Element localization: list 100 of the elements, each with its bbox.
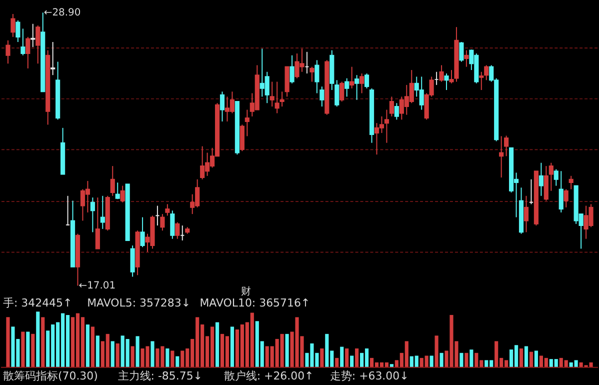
candlestick <box>26 36 30 69</box>
bar <box>230 326 234 368</box>
bar <box>176 356 180 368</box>
candlestick <box>439 64 444 82</box>
candlestick <box>165 204 170 216</box>
text: MAVOL5: 357283↓ <box>87 296 191 310</box>
candlestick <box>464 50 469 68</box>
candlestick <box>50 42 56 76</box>
candlestick <box>568 175 574 190</box>
candlestick <box>290 54 294 84</box>
text: 散户线: +26.00↑ <box>224 369 314 382</box>
candlestick <box>120 185 125 203</box>
candlestick <box>160 214 165 232</box>
bar <box>90 326 94 368</box>
candlestick <box>100 195 105 230</box>
annotation: ←17.01 <box>78 280 116 292</box>
candlestick <box>544 166 548 202</box>
candlestick <box>115 182 120 200</box>
bar <box>26 332 30 368</box>
candlestick <box>444 72 449 90</box>
bar <box>430 356 434 368</box>
candlestick <box>310 66 314 82</box>
candlestick <box>320 86 324 108</box>
candlestick <box>340 81 344 102</box>
candlestick <box>314 60 320 94</box>
bar <box>130 346 134 368</box>
candlestick <box>170 210 175 240</box>
candlestick <box>389 96 394 117</box>
candlestick <box>548 162 554 192</box>
bar <box>96 336 100 368</box>
bar <box>31 334 35 368</box>
bar <box>150 341 154 368</box>
bar <box>519 348 524 368</box>
text: 手: 342445↑ <box>2 296 72 310</box>
candlestick <box>95 196 100 250</box>
bar <box>529 352 534 368</box>
bar <box>116 343 120 368</box>
candlestick <box>140 216 145 248</box>
text: 主力线: -85.75↓ <box>118 369 202 382</box>
candlestick <box>10 13 16 38</box>
bar <box>470 350 474 368</box>
candlestick <box>175 222 180 240</box>
text: 散筹码指标(70.30) <box>2 369 98 382</box>
text: 财 <box>240 286 251 298</box>
candlestick <box>364 72 370 89</box>
candlestick <box>220 91 225 122</box>
bar <box>41 317 45 368</box>
annotation: ←28.90 <box>44 8 81 19</box>
candlestick <box>334 80 340 108</box>
candlestick <box>484 64 489 81</box>
candlestick <box>130 244 135 278</box>
bar <box>86 324 90 368</box>
bar <box>534 350 538 368</box>
candlestick <box>244 109 250 137</box>
candlestick <box>16 20 20 42</box>
bar <box>6 317 10 368</box>
candlestick <box>554 168 558 186</box>
bar <box>215 322 220 368</box>
candlestick <box>394 102 399 120</box>
text: 走势: +63.00↓ <box>330 369 409 382</box>
candlestick <box>558 170 564 213</box>
candlestick <box>110 166 115 196</box>
bar <box>285 334 289 368</box>
candlestick <box>280 91 284 108</box>
text: MAVOL10: 365716↑ <box>200 296 310 310</box>
bar <box>460 352 464 368</box>
bar <box>36 312 40 368</box>
candlestick <box>564 188 568 208</box>
candlestick <box>240 124 244 152</box>
bar <box>320 348 324 368</box>
candlestick <box>20 28 26 56</box>
candlestick <box>459 42 464 62</box>
candlestick <box>270 81 274 108</box>
candlestick <box>344 78 350 98</box>
bar <box>170 350 174 368</box>
bar <box>166 348 170 368</box>
bar <box>464 352 468 368</box>
bar <box>434 336 438 368</box>
bar <box>110 341 114 368</box>
candlestick <box>449 70 454 84</box>
candlestick <box>479 71 484 90</box>
candlestick <box>354 74 360 100</box>
candlestick <box>36 24 40 64</box>
candlestick <box>90 196 95 233</box>
bar <box>335 358 339 368</box>
bar <box>21 332 25 368</box>
bar <box>345 348 349 368</box>
bar <box>355 348 359 368</box>
candlestick <box>538 162 544 196</box>
bar <box>524 346 528 368</box>
candlestick <box>350 66 354 89</box>
candlestick <box>499 136 504 178</box>
candlestick <box>504 135 509 157</box>
bar <box>340 346 344 368</box>
candlestick <box>6 40 10 64</box>
candlestick <box>524 195 529 233</box>
bar <box>440 352 444 368</box>
candlestick <box>360 72 364 94</box>
candlestick <box>384 109 390 144</box>
candlestick <box>274 81 280 114</box>
